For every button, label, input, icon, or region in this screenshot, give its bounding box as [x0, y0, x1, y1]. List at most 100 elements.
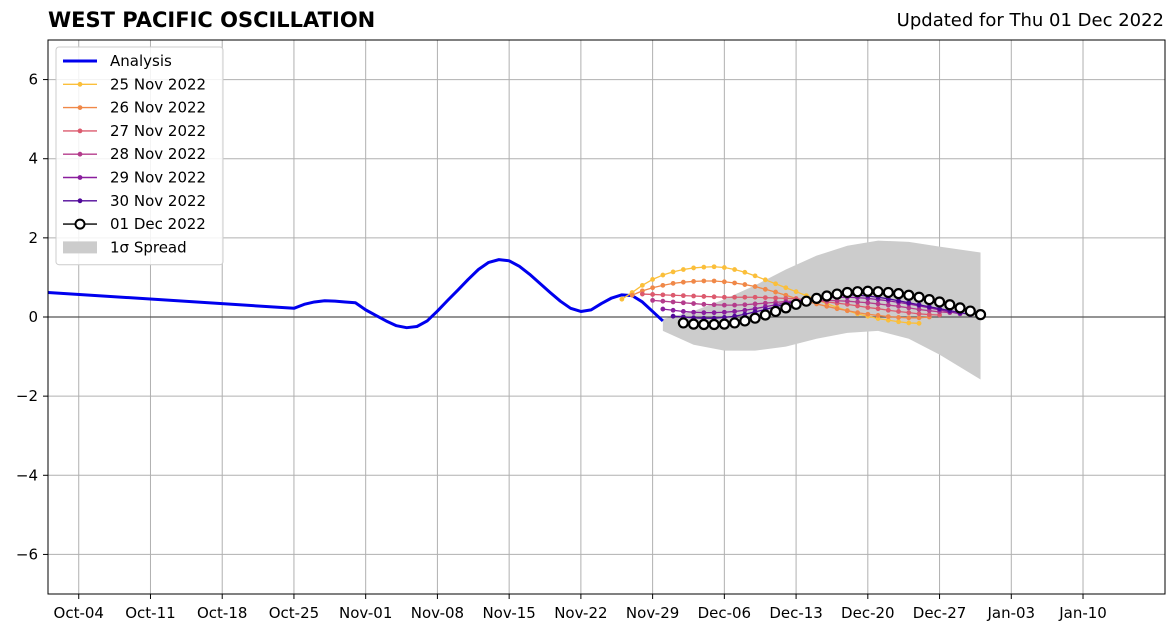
series-point	[906, 300, 912, 306]
legend-marker	[77, 105, 83, 110]
series-point	[721, 302, 727, 308]
series-point	[670, 269, 676, 275]
legend-marker	[77, 151, 83, 157]
legend-entry: 29 Nov 2022	[63, 169, 206, 187]
series-point	[721, 279, 727, 285]
series-point	[906, 310, 912, 316]
series-point	[670, 307, 676, 313]
x-tick-label: Dec-20	[841, 604, 895, 622]
legend-entry: 1σ Spread	[63, 238, 187, 256]
series-point	[954, 302, 966, 314]
series-point	[742, 269, 748, 275]
legend-swatch	[63, 241, 97, 254]
series-point	[926, 312, 932, 318]
series-point	[913, 291, 925, 303]
x-tick-label: Nov-22	[554, 604, 607, 622]
series-point	[650, 297, 656, 303]
x-tick-label: Nov-15	[482, 604, 535, 622]
series-point	[691, 293, 697, 299]
series-3	[639, 291, 942, 318]
series-point	[619, 296, 625, 302]
series-7	[677, 285, 987, 331]
series-point	[844, 308, 850, 314]
series-point	[831, 288, 843, 300]
series-point	[680, 293, 686, 299]
series-point	[670, 280, 676, 286]
series-point	[711, 302, 717, 308]
series-line	[47, 258, 664, 330]
series-point	[872, 286, 884, 298]
legend-entry: 01 Dec 2022	[63, 215, 206, 233]
legend-marker	[77, 81, 83, 87]
series-point	[762, 295, 768, 301]
series-point	[762, 277, 768, 283]
legend-marker	[74, 218, 86, 230]
series-point	[650, 285, 656, 291]
series-point	[903, 289, 915, 301]
series-point	[670, 292, 676, 298]
series-point	[841, 286, 853, 299]
series-point	[752, 294, 758, 300]
series-point	[773, 295, 778, 301]
y-tick-label: −4	[16, 466, 38, 484]
series-point	[698, 318, 710, 331]
series-point	[865, 300, 871, 306]
series-point	[752, 284, 758, 289]
legend-label: Analysis	[110, 52, 172, 70]
series-point	[728, 317, 741, 329]
series-point	[906, 305, 912, 311]
series-point	[711, 294, 717, 300]
series-point	[855, 299, 860, 305]
x-tick-label: Oct-04	[54, 604, 104, 622]
series-point	[688, 318, 700, 330]
series-point	[752, 273, 758, 279]
y-tick-label: 4	[28, 150, 38, 168]
series-group	[47, 258, 987, 331]
series-point	[810, 292, 823, 305]
series-point	[711, 278, 717, 284]
series-point	[749, 312, 761, 324]
series-point	[701, 301, 707, 307]
series-point	[680, 267, 686, 272]
x-tick-label: Oct-25	[269, 604, 319, 622]
series-point	[780, 302, 792, 314]
series-point	[629, 292, 635, 298]
series-point	[660, 272, 666, 278]
spread-band-group	[662, 240, 981, 380]
series-point	[718, 318, 730, 330]
series-point	[742, 294, 748, 300]
series-point	[660, 282, 666, 288]
series-point	[885, 302, 891, 308]
series-point	[660, 292, 666, 298]
series-point	[790, 298, 802, 310]
series-point	[974, 309, 987, 321]
series-point	[916, 311, 922, 317]
legend-entry: 25 Nov 2022	[63, 75, 206, 93]
series-1	[619, 264, 922, 326]
x-tick-label: Nov-01	[339, 604, 392, 622]
series-point	[773, 281, 778, 287]
series-point	[732, 294, 737, 300]
legend-label: 1σ Spread	[110, 238, 187, 256]
x-tick-label: Oct-11	[125, 604, 175, 622]
legend-label: 28 Nov 2022	[110, 145, 206, 163]
series-point	[800, 295, 812, 307]
series-point	[691, 265, 697, 271]
series-point	[896, 309, 901, 314]
series-point	[711, 264, 717, 270]
series-point	[933, 296, 946, 308]
legend-marker	[77, 128, 83, 134]
series-point	[855, 303, 860, 309]
series-point	[821, 290, 833, 302]
series-point	[639, 282, 645, 288]
series-0	[47, 258, 664, 330]
y-tick-label: 0	[28, 308, 38, 326]
x-tick-label: Jan-10	[1058, 604, 1107, 622]
series-point	[783, 285, 789, 291]
series-point	[916, 302, 922, 308]
series-point	[732, 267, 737, 272]
series-point	[701, 264, 707, 270]
series-2	[629, 278, 932, 321]
updated-label: Updated for Thu 01 Dec 2022	[896, 10, 1164, 31]
legend-box	[55, 46, 224, 266]
